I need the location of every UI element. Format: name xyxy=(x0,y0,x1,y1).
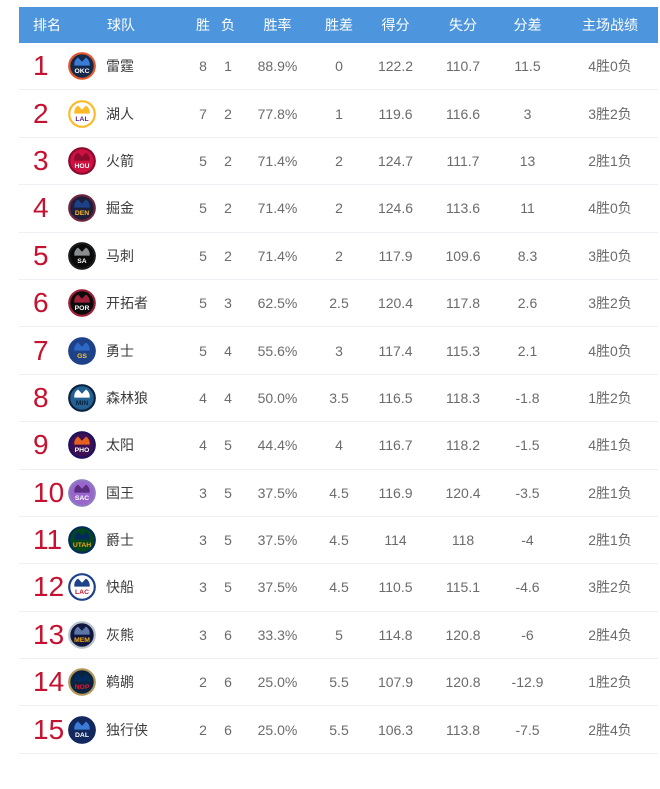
svg-text:HOU: HOU xyxy=(74,163,89,170)
svg-text:LAC: LAC xyxy=(75,589,89,596)
svg-text:PHO: PHO xyxy=(75,447,90,454)
svg-text:SA: SA xyxy=(77,258,87,265)
svg-text:UTAH: UTAH xyxy=(73,542,91,549)
svg-text:MEM: MEM xyxy=(74,637,90,644)
svg-text:MIN: MIN xyxy=(76,400,89,407)
svg-text:POR: POR xyxy=(75,305,90,312)
svg-text:GS: GS xyxy=(77,352,87,359)
svg-text:SAC: SAC xyxy=(75,495,89,502)
svg-text:DAL: DAL xyxy=(75,732,89,739)
svg-text:OKC: OKC xyxy=(74,68,89,75)
svg-text:NOP: NOP xyxy=(75,684,90,691)
svg-text:LAL: LAL xyxy=(75,115,88,122)
svg-text:DEN: DEN xyxy=(75,210,89,217)
